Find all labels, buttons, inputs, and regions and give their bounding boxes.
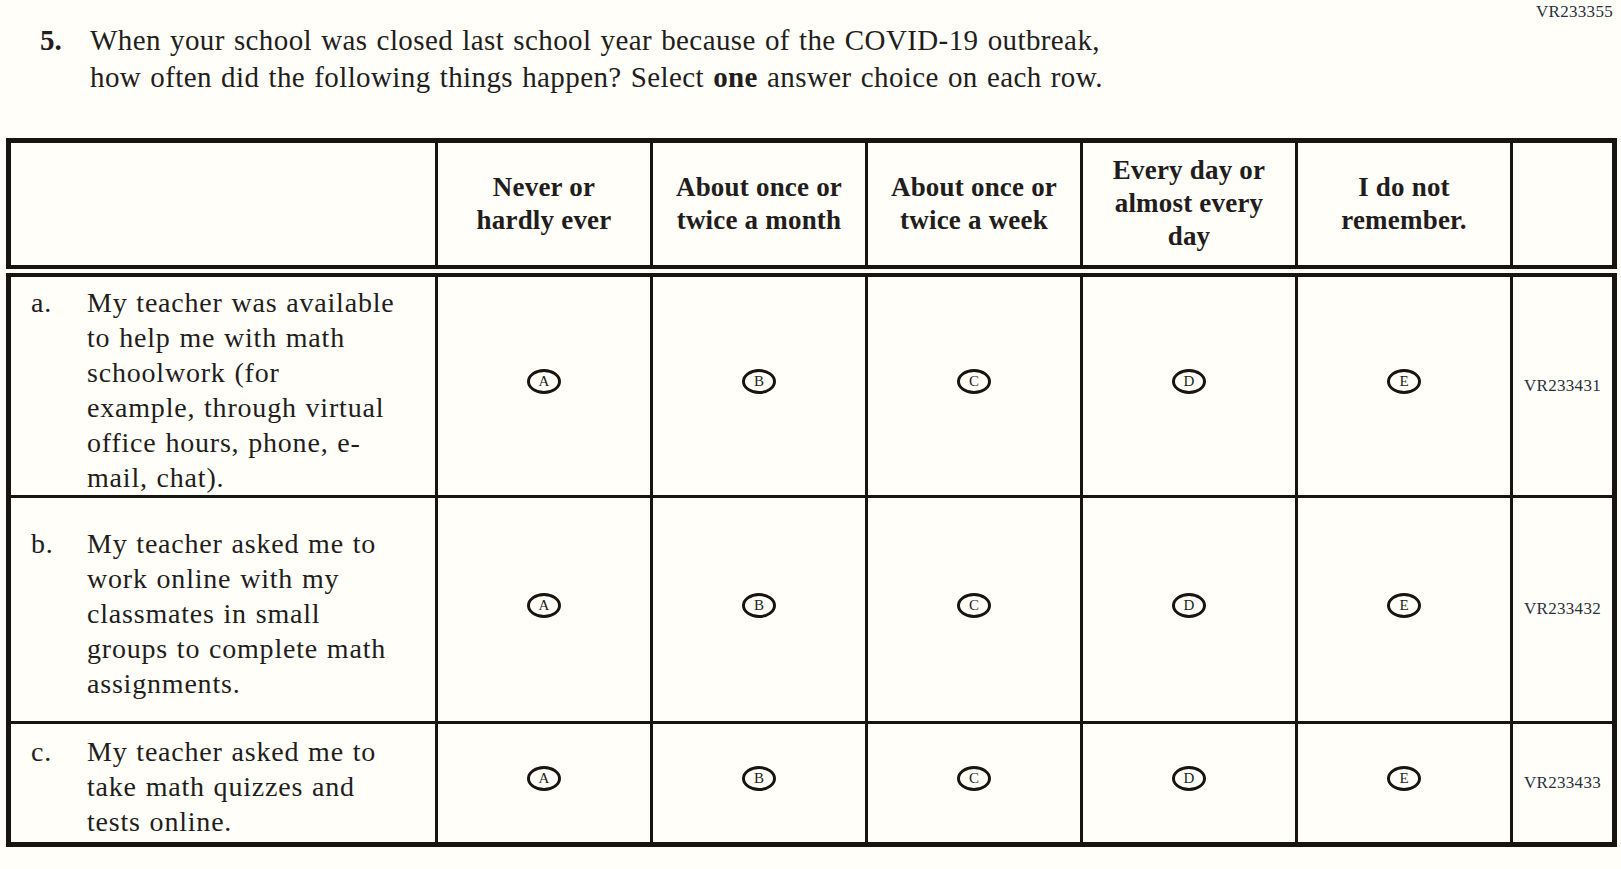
answer-bubble-c[interactable]: C [957, 369, 991, 394]
row-b-option-cell-c: C [867, 496, 1082, 722]
row-b-label: b. [31, 526, 87, 561]
answer-bubble-letter: E [1399, 598, 1408, 613]
column-header-every-day: Every day or almost every day [1082, 141, 1297, 271]
answer-bubble-a[interactable]: A [527, 766, 561, 791]
answer-bubble-letter: A [539, 598, 550, 613]
row-b-text: My teacher asked me to work online with … [87, 526, 395, 701]
column-header-never: Never or hardly ever [437, 141, 652, 271]
column-header-do-not-remember: I do not remember. [1297, 141, 1512, 271]
row-c-stem-cell: c. My teacher asked me to take math quiz… [9, 722, 437, 844]
row-b-option-cell-d: D [1082, 496, 1297, 722]
answer-bubble-letter: C [969, 374, 979, 389]
row-c-option-cell-b: B [652, 722, 867, 844]
question-line2-start: how often did the following things happe… [90, 61, 713, 93]
answer-bubble-d[interactable]: D [1172, 593, 1206, 618]
answer-bubble-letter: B [754, 374, 764, 389]
row-b-code: VR233432 [1512, 496, 1615, 722]
answer-bubble-d[interactable]: D [1172, 369, 1206, 394]
row-a-stem-cell: a. My teacher was available to help me w… [9, 271, 437, 497]
row-c-option-cell-e: E [1297, 722, 1512, 844]
empty-corner-cell [9, 141, 437, 271]
answer-bubble-d[interactable]: D [1172, 766, 1206, 791]
row-a-option-cell-d: D [1082, 271, 1297, 497]
answer-bubble-b[interactable]: B [742, 593, 776, 618]
response-matrix-table: Never or hardly ever About once or twice… [6, 138, 1617, 847]
table-row-a: a. My teacher was available to help me w… [9, 271, 1615, 497]
row-c-option-cell-c: C [867, 722, 1082, 844]
row-a-option-cell-b: B [652, 271, 867, 497]
answer-bubble-letter: B [754, 771, 764, 786]
answer-bubble-letter: D [1184, 598, 1195, 613]
question-bold-word: one [713, 61, 758, 93]
column-header-once-twice-month: About once or twice a month [652, 141, 867, 271]
question-number: 5. [40, 22, 90, 59]
column-header-once-twice-week: About once or twice a week [867, 141, 1082, 271]
answer-bubble-e[interactable]: E [1387, 766, 1421, 791]
question-line2-end: answer choice on each row. [758, 61, 1103, 93]
answer-bubble-a[interactable]: A [527, 593, 561, 618]
row-a-code: VR233431 [1512, 271, 1615, 497]
question-text: When your school was closed last school … [90, 22, 1103, 96]
question-line1: When your school was closed last school … [90, 24, 1100, 56]
row-c-code: VR233433 [1512, 722, 1615, 844]
answer-bubble-letter: D [1184, 374, 1195, 389]
header-row: Never or hardly ever About once or twice… [9, 141, 1615, 271]
answer-bubble-letter: C [969, 771, 979, 786]
row-a-label: a. [31, 285, 87, 320]
question-block: 5. When your school was closed last scho… [40, 22, 1560, 96]
answer-bubble-a[interactable]: A [527, 369, 561, 394]
row-b-option-cell-a: A [437, 496, 652, 722]
row-a-text: My teacher was available to help me with… [87, 285, 395, 495]
answer-bubble-letter: A [539, 771, 550, 786]
answer-bubble-letter: C [969, 598, 979, 613]
answer-bubble-letter: A [539, 374, 550, 389]
table-row-c: c. My teacher asked me to take math quiz… [9, 722, 1615, 844]
answer-bubble-c[interactable]: C [957, 766, 991, 791]
questionnaire-page: VR233355 5. When your school was closed … [0, 0, 1621, 869]
answer-bubble-b[interactable]: B [742, 369, 776, 394]
answer-bubble-letter: D [1184, 771, 1195, 786]
row-c-text: My teacher asked me to take math quizzes… [87, 734, 395, 839]
page-form-code: VR233355 [1536, 2, 1613, 22]
answer-bubble-b[interactable]: B [742, 766, 776, 791]
row-b-option-cell-b: B [652, 496, 867, 722]
answer-bubble-c[interactable]: C [957, 593, 991, 618]
row-b-option-cell-e: E [1297, 496, 1512, 722]
empty-code-header-cell [1512, 141, 1615, 271]
row-c-option-cell-a: A [437, 722, 652, 844]
row-c-option-cell-d: D [1082, 722, 1297, 844]
answer-bubble-e[interactable]: E [1387, 369, 1421, 394]
row-a-option-cell-c: C [867, 271, 1082, 497]
answer-bubble-letter: E [1399, 374, 1408, 389]
table-row-b: b. My teacher asked me to work online wi… [9, 496, 1615, 722]
answer-bubble-e[interactable]: E [1387, 593, 1421, 618]
answer-bubble-letter: B [754, 598, 764, 613]
row-a-option-cell-a: A [437, 271, 652, 497]
row-b-stem-cell: b. My teacher asked me to work online wi… [9, 496, 437, 722]
answer-bubble-letter: E [1399, 771, 1408, 786]
row-a-option-cell-e: E [1297, 271, 1512, 497]
row-c-label: c. [31, 734, 87, 769]
